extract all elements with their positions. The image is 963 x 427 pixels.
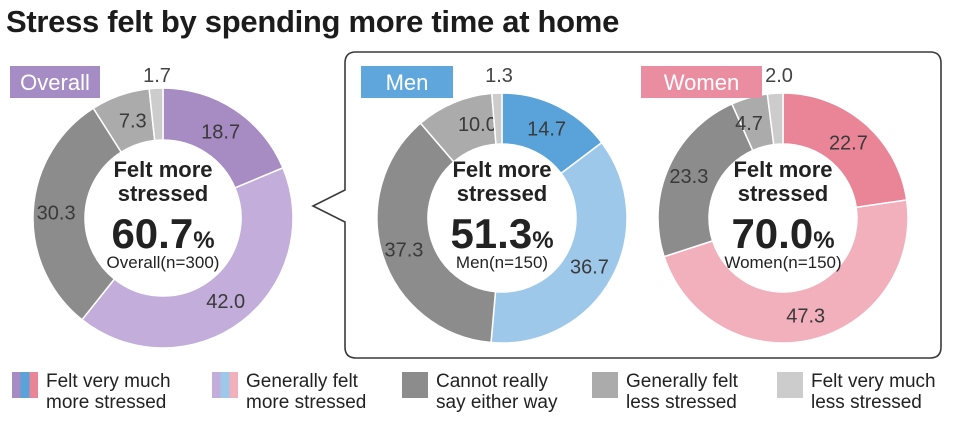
overall-slice-4 (148, 87, 164, 142)
women-slice-0 (782, 92, 908, 209)
men-center-percent: 51.3% (450, 210, 553, 257)
overall-slice-2 (32, 107, 123, 321)
women-value-label-0: 22.7 (829, 132, 868, 154)
women-center-percent: 70.0% (731, 210, 834, 257)
legend: Felt very much more stressed Generally f… (0, 371, 963, 427)
legend-swatch-very-less (777, 372, 803, 398)
legend-label-very-more: Felt very much more stressed (46, 371, 171, 413)
overall-value-label-3: 7.3 (119, 111, 147, 133)
overall-value-label-1: 42.0 (206, 291, 245, 313)
legend-swatch-gen-less (592, 372, 618, 398)
men-center-heading-line-1: stressed (457, 181, 548, 206)
legend-swatch-very-more (12, 372, 38, 398)
men-value-label-3: 10.0 (458, 114, 497, 136)
men-slice-1 (490, 141, 628, 344)
legend-label-gen-less: Generally felt less stressed (626, 371, 738, 413)
women-slice-1 (663, 199, 909, 344)
men-base-label: Men(n=150) (456, 253, 548, 272)
legend-label-neutral: Cannot really say either way (436, 371, 558, 413)
men-center-heading-line-0: Felt more (452, 157, 551, 182)
women-value-label-2: 23.3 (669, 166, 708, 188)
overall-center-heading-line-0: Felt more (113, 157, 212, 182)
legend-swatch-gen-more (212, 372, 238, 398)
men-value-label-1: 36.7 (570, 256, 609, 278)
legend-item-very-less: Felt very much less stressed (777, 371, 961, 413)
men-value-label-0: 14.7 (527, 118, 566, 140)
women-center-heading-line-0: Felt more (733, 157, 832, 182)
legend-item-gen-less: Generally felt less stressed (592, 371, 776, 413)
men-slice-2 (376, 122, 497, 344)
women-slice-4 (766, 92, 784, 146)
men-slice-4 (490, 92, 503, 146)
men-value-label-4: 1.3 (485, 65, 513, 87)
legend-swatch-neutral (402, 372, 428, 398)
overall-badge-label: Overall (20, 70, 90, 95)
legend-item-neutral: Cannot really say either way (402, 371, 586, 413)
legend-item-very-more: Felt very much more stressed (12, 371, 196, 413)
overall-base-label: Overall(n=300) (107, 253, 220, 272)
men-badge (361, 66, 453, 98)
women-value-label-4: 2.0 (765, 65, 793, 87)
women-value-label-3: 4.7 (735, 113, 763, 135)
overall-badge (10, 66, 100, 98)
women-badge (641, 66, 762, 98)
men-value-label-2: 37.3 (384, 240, 423, 262)
overall-slice-1 (80, 166, 294, 349)
women-center-heading-line-1: stressed (738, 181, 829, 206)
overall-value-label-4: 1.7 (143, 65, 171, 87)
overall-value-label-2: 30.3 (37, 202, 76, 224)
legend-item-gen-more: Generally felt more stressed (212, 371, 396, 413)
women-badge-label: Women (664, 70, 739, 95)
women-value-label-1: 47.3 (786, 305, 825, 327)
overall-center-heading-line-1: stressed (118, 181, 209, 206)
men-badge-label: Men (386, 70, 429, 95)
women-base-label: Women(n=150) (724, 253, 841, 272)
chart-title: Stress felt by spending more time at hom… (6, 4, 620, 39)
legend-label-very-less: Felt very much less stressed (811, 371, 936, 413)
overall-center-percent: 60.7% (111, 210, 214, 257)
overall-value-label-0: 18.7 (201, 121, 240, 143)
callout-frame (311, 51, 942, 359)
legend-label-gen-more: Generally felt more stressed (246, 371, 367, 413)
